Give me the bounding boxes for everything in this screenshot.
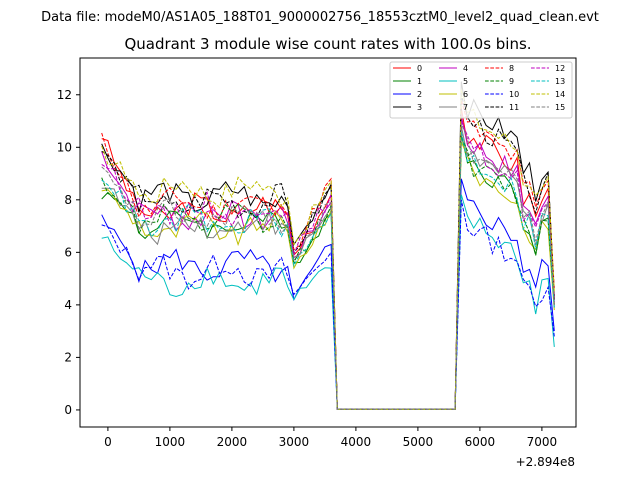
legend-label-0: 0: [417, 64, 422, 73]
legend-label-15: 15: [555, 103, 565, 112]
x-tick-label: 4000: [341, 435, 372, 449]
x-tick-label: 1000: [155, 435, 186, 449]
legend-label-5: 5: [463, 77, 468, 86]
legend-label-3: 3: [417, 103, 422, 112]
legend-label-14: 14: [555, 90, 565, 99]
series-line-15: [101, 123, 555, 410]
x-tick-label: 3000: [279, 435, 310, 449]
plot-area: [101, 81, 555, 410]
x-tick-label: 6000: [465, 435, 496, 449]
legend-label-11: 11: [509, 103, 519, 112]
legend-label-9: 9: [509, 77, 514, 86]
suptitle: Data file: modeM0/AS1A05_188T01_90000027…: [41, 10, 599, 25]
y-tick-label: 4: [64, 298, 72, 312]
series-line-14: [101, 89, 555, 410]
legend-box: [389, 61, 573, 119]
x-tick-label: 5000: [403, 435, 434, 449]
legend-label-10: 10: [509, 90, 519, 99]
series-line-8: [101, 99, 555, 410]
legend-label-1: 1: [417, 77, 422, 86]
y-tick-label: 8: [64, 193, 72, 207]
series-line-2: [101, 178, 555, 410]
legend-label-8: 8: [509, 64, 514, 73]
chart-title: Quadrant 3 module wise count rates with …: [124, 35, 531, 53]
y-tick-label: 6: [64, 245, 72, 259]
y-axis: 0 2 4 6 8 10 12: [57, 88, 80, 417]
x-tick-label: 2000: [217, 435, 248, 449]
y-tick-label: 12: [57, 88, 72, 102]
series-line-5: [101, 194, 555, 410]
series-line-11: [101, 94, 555, 410]
legend-label-7: 7: [463, 103, 468, 112]
x-tick-label: 7000: [527, 435, 558, 449]
legend-label-2: 2: [417, 90, 422, 99]
series-line-12: [101, 120, 555, 410]
legend-label-12: 12: [555, 64, 565, 73]
series-line-10: [101, 199, 555, 410]
legend-label-4: 4: [463, 64, 468, 73]
legend-label-13: 13: [555, 77, 565, 86]
x-offset-label: +2.894e8: [516, 455, 575, 469]
y-tick-label: 2: [64, 350, 72, 364]
y-tick-label: 0: [64, 403, 72, 417]
axes-frame: [79, 57, 577, 428]
series-line-6: [101, 141, 555, 410]
legend-label-6: 6: [463, 90, 468, 99]
x-axis: 0 1000 2000 3000 4000 5000 6000 7000: [104, 427, 557, 449]
x-tick-label: 0: [104, 435, 112, 449]
series-line-13: [101, 131, 555, 410]
y-tick-label: 10: [57, 140, 72, 154]
